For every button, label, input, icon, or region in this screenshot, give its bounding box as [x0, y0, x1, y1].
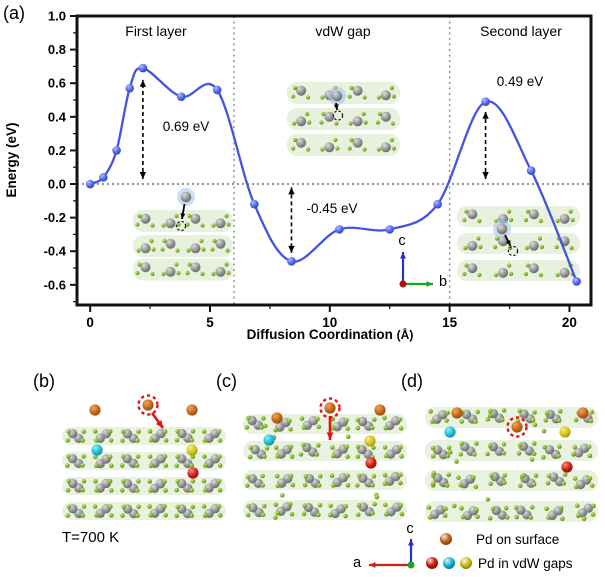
x-axis-title-text: Diffusion Coordination — [246, 327, 393, 342]
svg-text:0.6: 0.6 — [48, 76, 66, 91]
region-label-first-layer: First layer — [125, 23, 187, 39]
region-label-vdw-gap: vdW gap — [315, 23, 371, 39]
pd-surface-swatch — [440, 533, 452, 545]
data-point — [176, 92, 186, 101]
data-point — [112, 146, 121, 155]
legend-item-pd-in-vdw-gaps: Pd in vdW gaps — [426, 555, 573, 571]
vacancy-circle — [332, 110, 344, 121]
legend-swatch-dot — [440, 533, 452, 545]
svg-text:0.8: 0.8 — [48, 42, 66, 57]
annotation-069ev: 0.69 eV — [162, 119, 210, 134]
data-point — [481, 97, 490, 106]
svg-text:15: 15 — [442, 315, 458, 330]
legend-swatch-dot — [443, 557, 455, 569]
legend-label-pd-on-surface: Pd on surface — [476, 531, 560, 547]
axis-origin-dot — [399, 280, 407, 288]
temperature-label: T=700 K — [62, 529, 120, 546]
data-point — [287, 257, 296, 266]
data-point — [572, 277, 581, 286]
svg-text:0: 0 — [86, 315, 94, 330]
axis-ticks: 1.0 0.8 0.6 0.4 0.2 0.0 -0.2 -0.4 -0.6 0 5 10 15 20 — [44, 9, 577, 331]
svg-text:-0.2: -0.2 — [44, 210, 66, 225]
axis-c-label-bottom: c — [406, 521, 414, 537]
svg-text:0.0: 0.0 — [48, 177, 66, 192]
panel-a-label: (a) — [3, 3, 25, 23]
barrier-arrow — [288, 187, 295, 253]
svg-text:10: 10 — [322, 315, 337, 330]
svg-text:0.4: 0.4 — [48, 109, 67, 124]
svg-text:20: 20 — [562, 315, 577, 330]
axis-indicator-cb — [399, 252, 433, 288]
barrier-arrow — [482, 111, 489, 179]
legend-swatch-dot — [460, 557, 472, 569]
data-point — [99, 173, 108, 182]
structure-panel-d — [425, 407, 598, 522]
data-point — [212, 85, 222, 95]
data-point — [526, 166, 536, 175]
vacancy-circle — [507, 245, 519, 257]
structure-panel-c — [243, 397, 407, 520]
legend-item-pd-on-surface: Pd on surface — [440, 531, 559, 547]
x-axis-unit: (Å) — [396, 328, 414, 342]
data-point — [125, 83, 135, 93]
axis-b-label: b — [438, 274, 448, 290]
data-points — [85, 63, 581, 286]
axis-indicator-ca — [369, 539, 415, 569]
svg-text:5: 5 — [206, 315, 214, 330]
structure-panel-b — [62, 394, 226, 520]
data-point — [385, 225, 395, 234]
annotation-049ev: 0.49 eV — [496, 74, 544, 89]
tracked-pd-highlight — [506, 416, 528, 438]
svg-text:0.2: 0.2 — [48, 143, 66, 158]
panel-d-label: (d) — [401, 371, 423, 391]
barrier-arrow — [139, 79, 147, 179]
panel-c-label: (c) — [216, 371, 237, 391]
panel-b-label: (b) — [33, 371, 55, 391]
x-axis-title: Diffusion Coordination (Å) — [180, 327, 480, 343]
data-point — [138, 63, 148, 73]
annotation-minus045ev: -0.45 eV — [306, 201, 358, 216]
region-label-second-layer: Second layer — [480, 23, 562, 39]
crystal-inset-vdw-gap-hop — [287, 82, 400, 156]
data-point — [433, 199, 442, 209]
data-point — [250, 199, 259, 209]
plot-frame — [75, 14, 593, 307]
data-point — [85, 179, 95, 189]
axis-c-label: c — [398, 233, 406, 249]
energy-diagram: 1.0 0.8 0.6 0.4 0.2 0.0 -0.2 -0.4 -0.6 0 5 10 15 20 — [44, 9, 593, 331]
y-axis-title: Energy (eV) — [4, 122, 19, 198]
svg-text:-0.6: -0.6 — [44, 277, 66, 292]
svg-text:-0.4: -0.4 — [44, 244, 67, 259]
crystal-inset-first-layer-hop — [133, 188, 233, 281]
pd-vdw-swatches — [426, 557, 472, 569]
axis-origin-dot — [407, 561, 415, 569]
vacancy-circle — [175, 220, 187, 232]
legend-swatch-dot — [426, 557, 438, 569]
legend-label-pd-in-vdw-gaps: Pd in vdW gaps — [478, 555, 573, 571]
tracked-pd-highlight — [137, 394, 159, 416]
axis-a-label-bottom: a — [352, 555, 362, 571]
data-point — [335, 225, 344, 234]
svg-text:1.0: 1.0 — [48, 9, 66, 24]
